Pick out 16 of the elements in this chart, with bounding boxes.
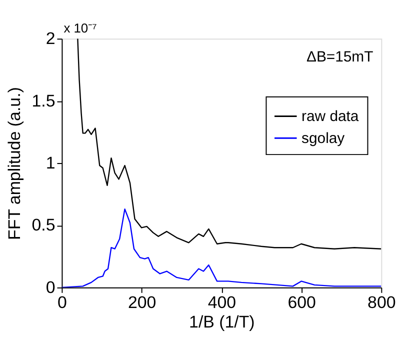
line-series: [77, 38, 382, 250]
x-tick-label: 400: [208, 292, 236, 312]
y-tick-label: 1: [46, 154, 56, 172]
y-tick-label: 1.5: [32, 91, 56, 110]
text: x 10⁻⁷: [64, 20, 98, 36]
x-axis-title: 1/B (1/T): [189, 312, 255, 332]
x-tick-label: 600: [288, 292, 316, 312]
y-tick-label: 0.5: [32, 216, 56, 235]
x-tick-label: 200: [128, 292, 156, 312]
annotation: ΔB=15mT: [306, 48, 374, 66]
y-tick-label: 2: [46, 29, 56, 48]
legend-label: raw data: [302, 108, 360, 126]
x-tick-label: 800: [368, 292, 396, 312]
legend-label: sgolay: [302, 130, 346, 148]
y-tick-label: 0: [46, 278, 56, 297]
y-axis-title: FFT amplitude (a.u.): [4, 87, 24, 240]
